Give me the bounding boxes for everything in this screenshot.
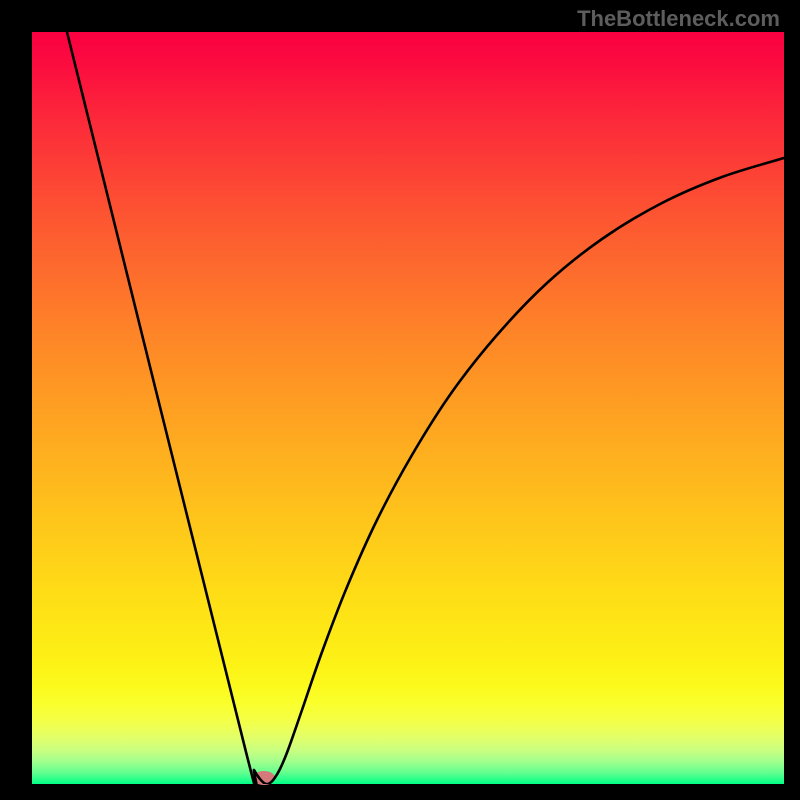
curve-path — [67, 32, 784, 784]
min-marker — [253, 771, 275, 785]
chart-frame: TheBottleneck.com — [0, 0, 800, 800]
plot-area — [32, 32, 784, 784]
watermark-text: TheBottleneck.com — [577, 6, 780, 32]
bottleneck-curve — [32, 32, 784, 784]
